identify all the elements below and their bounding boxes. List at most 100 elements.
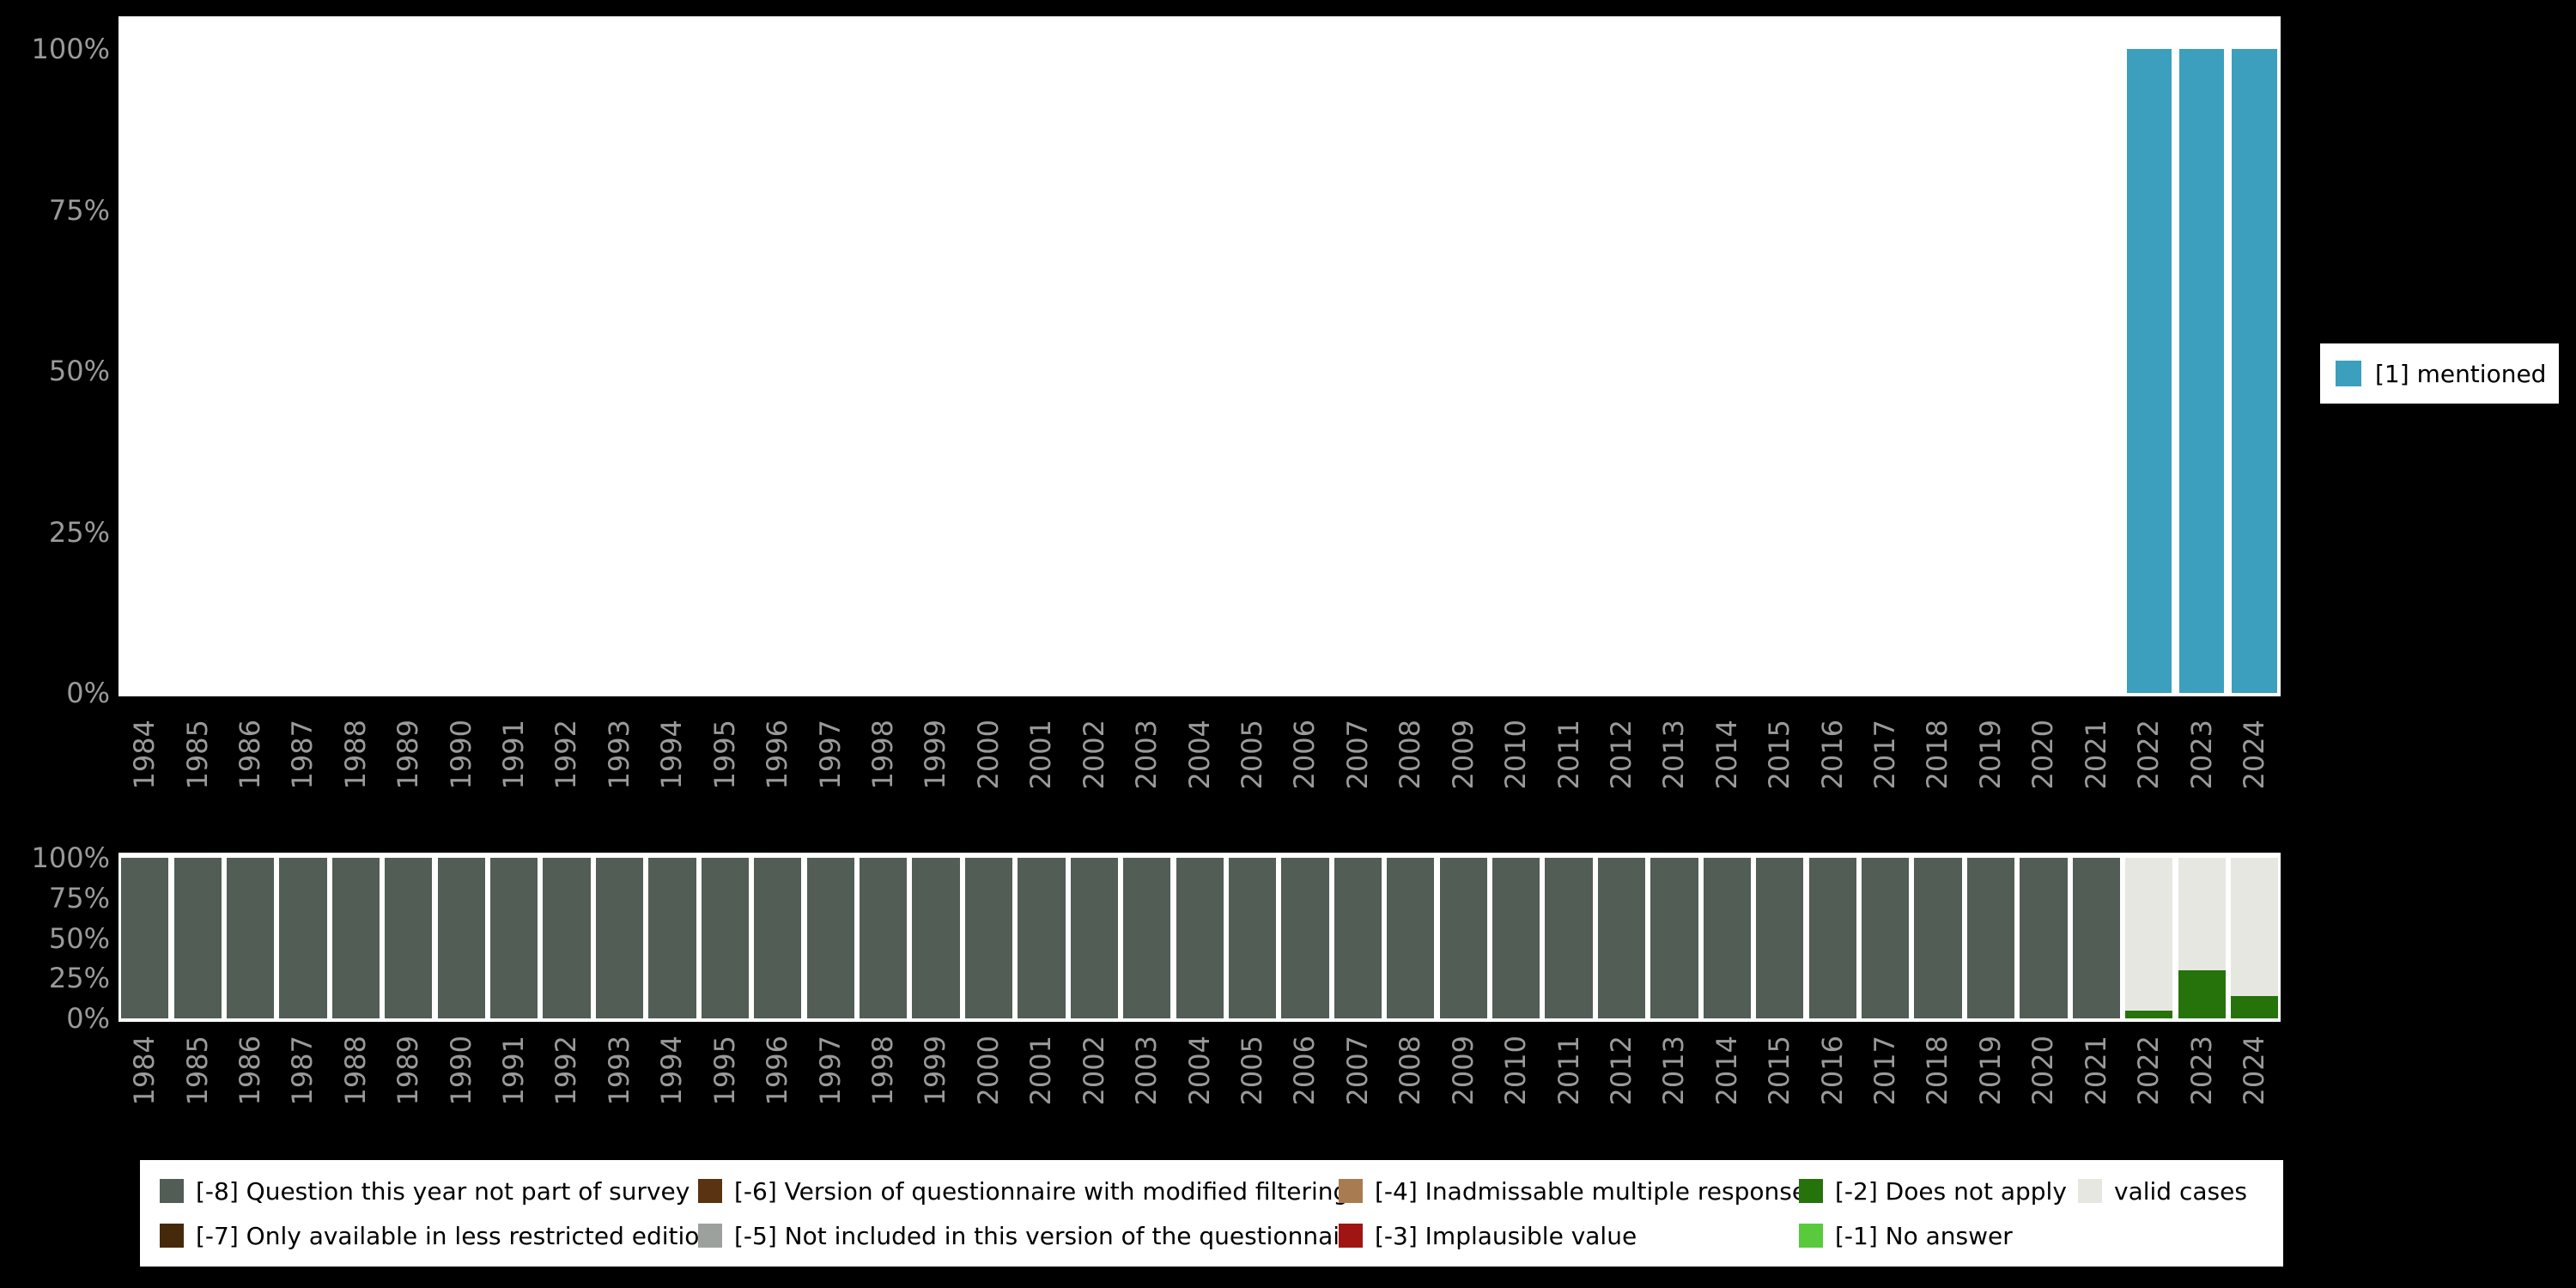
bar-segment: [1966, 858, 2015, 1018]
x-slot: 1984: [118, 720, 171, 848]
bar-slot: [540, 49, 592, 693]
legend-swatch-valid: [2078, 1179, 2102, 1203]
missing-bar-1998: [859, 858, 908, 1018]
x-slot: 2011: [1542, 1036, 1595, 1164]
legend-label--5: [-5] Not included in this version of the…: [734, 1221, 1364, 1250]
x-tick-label: 1985: [180, 720, 214, 790]
bar-slot: [1965, 858, 2017, 1018]
missing-bar-2013: [1650, 858, 1698, 1018]
legend-item--2: [-2] Does not apply: [1799, 1176, 2067, 1206]
bar-slot: [1068, 858, 1121, 1018]
x-tick-label: 1985: [180, 1036, 214, 1106]
legend-item--7: [-7] Only available in less restricted e…: [160, 1220, 714, 1251]
legend-swatch--8: [160, 1179, 184, 1203]
x-tick-label: 2002: [1077, 1036, 1110, 1106]
missing-bar-2024: [2230, 858, 2279, 1018]
x-tick-label: 2005: [1235, 720, 1268, 790]
missing-bar-2019: [1966, 858, 2015, 1018]
missing-bar-1986: [226, 858, 275, 1018]
x-slot: 2019: [1965, 1036, 2017, 1164]
bar-segment: [2178, 858, 2226, 970]
bar-segment: [1545, 858, 1593, 1018]
x-tick-label: 2005: [1235, 1036, 1268, 1106]
x-tick-label: 2020: [2026, 720, 2060, 790]
x-tick-label: 2024: [2237, 720, 2270, 790]
bar-segment: [2072, 858, 2120, 1018]
bar-slot: [1437, 49, 1490, 693]
x-tick-label: 2011: [1552, 1036, 1585, 1106]
x-tick-label: 2018: [1921, 720, 1954, 790]
bar-segment: [2230, 858, 2279, 996]
legend-swatch--4: [1339, 1179, 1363, 1203]
bar-slot: [2123, 858, 2175, 1018]
bar-slot: [1595, 49, 1648, 693]
x-tick-label: 2021: [2079, 1036, 2112, 1106]
bar-slot: [1859, 858, 1911, 1018]
bar-segment: [964, 858, 1013, 1018]
x-slot: 2011: [1542, 720, 1595, 848]
x-slot: 2006: [1279, 720, 1331, 848]
y-tick-label: 0%: [66, 677, 110, 709]
x-tick-label: 1989: [392, 720, 425, 790]
missing-values-legend: [-8] Question this year not part of surv…: [140, 1160, 2283, 1267]
x-slot: 2001: [1015, 720, 1067, 848]
mentioned-chart-x-axis: 1984 1985 1986 1987 1988 1989 1990 1991 1992 1993…: [118, 720, 2281, 848]
bar-slot: [276, 858, 329, 1018]
x-slot: 2010: [1490, 1036, 1542, 1164]
bar-slot: [699, 49, 751, 693]
bar-slot: [1542, 858, 1595, 1018]
missing-bar-2003: [1123, 858, 1171, 1018]
missing-bar-1996: [754, 858, 802, 1018]
bar-slot: [2070, 858, 2123, 1018]
x-slot: 1984: [118, 1036, 171, 1164]
bar-segment: [1228, 858, 1277, 1018]
bar-slot: [1859, 49, 1911, 693]
x-slot: 2020: [2017, 1036, 2069, 1164]
x-slot: 2019: [1965, 720, 2017, 848]
y-tick-label: 0%: [66, 1002, 110, 1035]
mentioned-bar-2022: [2126, 49, 2172, 693]
missing-bar-2004: [1176, 858, 1224, 1018]
bar-slot: [488, 49, 540, 693]
legend-label--7: [-7] Only available in less restricted e…: [196, 1221, 715, 1250]
bar-slot: [909, 49, 962, 693]
legend-swatch--6: [698, 1179, 722, 1203]
x-tick-label: 2007: [1340, 1036, 1374, 1106]
x-tick-label: 2020: [2026, 1036, 2060, 1106]
bar-segment: [2178, 969, 2226, 1018]
bar-slot: [751, 858, 804, 1018]
bar-segment: [1387, 858, 1435, 1018]
x-tick-label: 1994: [655, 720, 689, 790]
x-slot: 2006: [1279, 1036, 1331, 1164]
mentioned-chart-bars: [118, 49, 2281, 693]
x-tick-label: 2010: [1499, 720, 1533, 790]
x-slot: 2001: [1015, 1036, 1067, 1164]
missing-bar-2015: [1756, 858, 1804, 1018]
bar-slot: [2017, 858, 2069, 1018]
missing-bar-2017: [1862, 858, 1910, 1018]
x-tick-label: 1991: [497, 720, 531, 790]
x-slot: 1997: [804, 1036, 856, 1164]
x-tick-label: 1999: [919, 1036, 952, 1106]
bar-slot: [224, 49, 276, 693]
x-slot: 1989: [382, 720, 434, 848]
x-slot: 1992: [540, 720, 592, 848]
bar-slot: [1279, 858, 1331, 1018]
x-slot: 1991: [488, 1036, 540, 1164]
bar-segment: [595, 858, 644, 1018]
x-tick-label: 1984: [128, 1036, 161, 1106]
x-tick-label: 2001: [1024, 720, 1058, 790]
missing-bar-2006: [1281, 858, 1329, 1018]
missing-bar-1987: [279, 858, 327, 1018]
x-slot: 2010: [1490, 720, 1542, 848]
legend-item--4: [-4] Inadmissable multiple response: [1339, 1176, 1807, 1206]
x-slot: 2005: [1226, 720, 1279, 848]
missing-bar-1994: [648, 858, 696, 1018]
y-tick-label: 100%: [31, 841, 110, 874]
bar-segment: [754, 858, 802, 1018]
x-slot: 2009: [1437, 1036, 1490, 1164]
x-tick-label: 1987: [286, 720, 319, 790]
bar-segment: [543, 858, 591, 1018]
x-tick-label: 2012: [1604, 720, 1637, 790]
x-slot: 2000: [963, 720, 1015, 848]
